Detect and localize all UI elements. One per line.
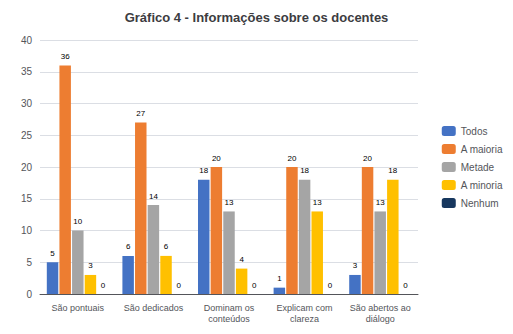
svg-text:13: 13 (376, 198, 385, 207)
svg-text:20: 20 (363, 154, 372, 163)
svg-text:18: 18 (388, 166, 397, 175)
svg-text:diálogo: diálogo (366, 314, 395, 324)
svg-text:25: 25 (21, 130, 33, 141)
svg-text:conteúdos: conteúdos (208, 314, 250, 324)
svg-text:18: 18 (199, 166, 208, 175)
svg-text:4: 4 (239, 255, 244, 264)
svg-text:10: 10 (21, 225, 33, 236)
svg-text:6: 6 (126, 242, 131, 251)
svg-text:3: 3 (88, 261, 93, 270)
svg-text:Explicam com: Explicam com (277, 303, 333, 313)
svg-text:35: 35 (21, 66, 33, 77)
svg-text:20: 20 (288, 154, 297, 163)
svg-text:5: 5 (26, 257, 32, 268)
svg-text:20: 20 (212, 154, 221, 163)
svg-text:0: 0 (176, 281, 181, 290)
svg-text:Todos: Todos (461, 126, 488, 137)
svg-text:A minoria: A minoria (461, 180, 503, 191)
svg-text:18: 18 (300, 166, 309, 175)
svg-text:0: 0 (26, 289, 32, 300)
svg-text:clareza: clareza (290, 314, 319, 324)
svg-text:0: 0 (328, 281, 333, 290)
svg-text:15: 15 (21, 193, 33, 204)
svg-text:Gráfico 4 - Informações sobre: Gráfico 4 - Informações sobre os docente… (125, 10, 389, 25)
svg-text:São abertos ao: São abertos ao (350, 303, 411, 313)
svg-text:13: 13 (225, 198, 234, 207)
svg-text:Dominam os: Dominam os (204, 303, 255, 313)
svg-text:10: 10 (73, 217, 82, 226)
svg-text:27: 27 (136, 109, 145, 118)
svg-text:20: 20 (21, 162, 33, 173)
svg-text:3: 3 (353, 261, 358, 270)
svg-text:A maioria: A maioria (461, 144, 503, 155)
svg-text:São dedicados: São dedicados (124, 303, 184, 313)
svg-text:0: 0 (252, 281, 257, 290)
svg-text:14: 14 (149, 192, 158, 201)
svg-text:0: 0 (101, 281, 106, 290)
svg-text:0: 0 (403, 281, 408, 290)
svg-text:Nenhum: Nenhum (461, 198, 499, 209)
svg-text:6: 6 (164, 242, 169, 251)
svg-text:13: 13 (313, 198, 322, 207)
svg-text:5: 5 (50, 249, 55, 258)
svg-text:40: 40 (21, 35, 33, 46)
svg-text:Metade: Metade (461, 162, 495, 173)
svg-text:36: 36 (61, 52, 70, 61)
svg-text:30: 30 (21, 98, 33, 109)
svg-text:São pontuais: São pontuais (52, 303, 105, 313)
svg-text:1: 1 (277, 274, 282, 283)
